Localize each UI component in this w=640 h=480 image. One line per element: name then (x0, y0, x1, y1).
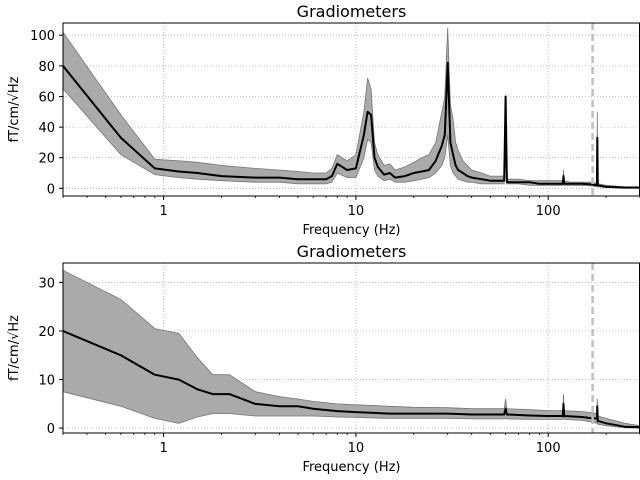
x-tick-label: 100 (536, 441, 561, 456)
data-layer (63, 269, 640, 429)
y-axis-label: fT/cm/√Hz (7, 76, 22, 142)
y-tick-label: 80 (38, 60, 55, 75)
y-tick-label: 60 (38, 91, 55, 106)
psd-mean-line-1 (63, 330, 640, 429)
x-tick-label: 100 (536, 204, 561, 219)
y-tick-label: 0 (47, 182, 55, 197)
chart-title: Gradiometers (297, 242, 407, 261)
y-tick-label: 0 (47, 422, 55, 437)
x-tick-label: 1 (159, 441, 167, 456)
x-tick-label: 10 (348, 204, 365, 219)
chart-title: Gradiometers (297, 2, 407, 21)
data-layer (63, 27, 640, 189)
y-tick-label: 20 (38, 152, 55, 167)
chart-panel-2: 0 10 20 30 1 10 100 Gradiometers Frequency (Hz) f… (7, 242, 640, 475)
x-axis-label: Frequency (Hz) (302, 223, 400, 238)
y-tick-label: 30 (38, 276, 55, 291)
psd-band-1 (63, 269, 640, 429)
psd-mean-line-1 (63, 61, 640, 189)
x-tick-label: 1 (159, 204, 167, 219)
y-axis-label: fT/cm/√Hz (7, 315, 22, 381)
psd-band-1 (63, 27, 640, 189)
y-tick-label: 20 (38, 325, 55, 340)
x-tick-label: 10 (348, 441, 365, 456)
chart-panel-1: 0 20 40 60 80 100 1 10 100 Gradiometers Frequency … (7, 2, 640, 238)
y-tick-label: 100 (30, 29, 55, 44)
x-axis-label: Frequency (Hz) (302, 460, 400, 475)
y-tick-label: 40 (38, 121, 55, 136)
y-tick-label: 10 (38, 374, 55, 389)
